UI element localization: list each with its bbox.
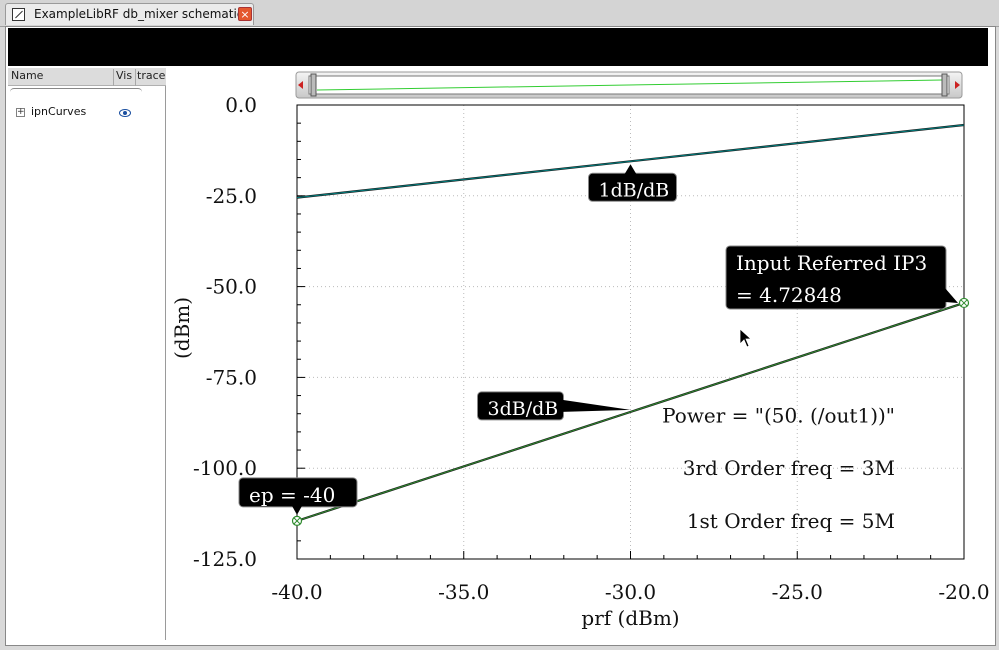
annotation-text: 3rd Order freq = 3M: [683, 456, 895, 480]
scroll-right-icon[interactable]: [955, 81, 960, 89]
ip3-chart[interactable]: -40.0 -35.0 -30.0 -25.0 -20.0 0.0 -25.0 -50.0 -7…: [167, 68, 989, 640]
column-separator[interactable]: [135, 69, 136, 86]
tab-schematic[interactable]: ExampleLibRF db_mixer schematic ×: [5, 3, 254, 25]
tree-item-ipncurves[interactable]: ipnCurves: [31, 105, 87, 118]
slope-label-1-pointer: [624, 164, 637, 175]
horizontal-scrollbar[interactable]: [10, 88, 142, 97]
mouse-cursor-icon: [739, 328, 753, 348]
axis-labels: -40.0 -35.0 -30.0 -25.0 -20.0 0.0 -25.0 -50.0 -7…: [170, 93, 989, 630]
scroll-left-icon[interactable]: [298, 81, 303, 89]
series-line-1: [296, 124, 965, 199]
slope-label-1-text: 1dB/dB: [599, 179, 670, 201]
tab-title: ExampleLibRF db_mixer schematic: [34, 7, 244, 21]
annotations: Power = "(50. (/out1))" 3rd Order freq = …: [662, 404, 895, 533]
x-tick-label: -20.0: [938, 580, 989, 604]
scroller-preview-line: [316, 79, 943, 91]
trace-browser-header: Name Vis trace: [8, 68, 166, 86]
y-tick-label: -125.0: [193, 547, 257, 571]
callouts: 1dB/dB 3dB/dB ep = -40 Input Referred IP3 =…: [238, 164, 958, 515]
y-tick-label: 0.0: [225, 93, 257, 117]
series-line-2: [296, 302, 965, 522]
y-tick-label: -100.0: [193, 456, 257, 480]
y-tick-label: -25.0: [206, 184, 257, 208]
expand-icon[interactable]: +: [16, 107, 25, 117]
column-header-trace[interactable]: trace: [137, 69, 166, 82]
schematic-icon: [12, 8, 25, 21]
marker-label-2-text: Input Referred IP3: [736, 251, 927, 275]
y-tick-label: -75.0: [206, 365, 257, 389]
marker-label-1-text: ep = -40: [249, 483, 335, 507]
annotation-text: 1st Order freq = 5M: [687, 509, 895, 533]
slope-label-2-text: 3dB/dB: [488, 398, 559, 420]
eye-icon[interactable]: [119, 109, 131, 117]
marker-cross: [960, 299, 968, 307]
plot-area[interactable]: -40.0 -35.0 -30.0 -25.0 -20.0 0.0 -25.0 -50.0 -7…: [167, 68, 989, 640]
x-tick-label: -40.0: [271, 580, 322, 604]
marker-cross: [293, 517, 301, 525]
x-tick-label: -35.0: [438, 580, 489, 604]
annotation-text: Power = "(50. (/out1))": [662, 404, 895, 428]
y-axis-title: (dBm): [170, 297, 194, 359]
x-axis-title: prf (dBm): [581, 606, 679, 630]
marker-label-2-pointer: [945, 287, 958, 303]
slope-label-2-pointer: [562, 399, 631, 412]
overview-scroller[interactable]: [295, 71, 963, 99]
marker-label-1-pointer: [292, 505, 302, 515]
series-group: [291, 123, 970, 526]
tab-bar: ExampleLibRF db_mixer schematic ×: [0, 0, 999, 27]
trace-browser: Name Vis trace + ipnCurves: [8, 68, 166, 640]
column-header-vis[interactable]: Vis: [116, 69, 133, 82]
toolbar-area: [8, 28, 988, 66]
close-icon[interactable]: ×: [238, 7, 252, 21]
scroller-right-handle[interactable]: [941, 73, 948, 97]
column-header-name[interactable]: Name: [11, 69, 44, 82]
scroller-left-handle[interactable]: [310, 73, 317, 97]
y-tick-label: -50.0: [206, 275, 257, 299]
marker-label-2-text: = 4.72848: [736, 283, 842, 307]
x-tick-label: -30.0: [605, 580, 656, 604]
column-separator[interactable]: [113, 69, 114, 86]
x-tick-label: -25.0: [772, 580, 823, 604]
marker-label-2-box: [725, 245, 947, 310]
